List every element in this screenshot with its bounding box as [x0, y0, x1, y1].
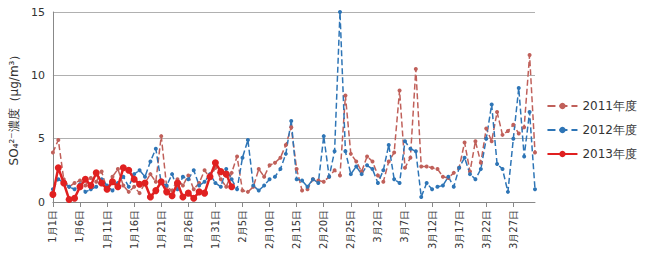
svg-text:SO₄²⁻濃度（μg/m³）: SO₄²⁻濃度（μg/m³）	[7, 49, 21, 166]
svg-text:2011年度: 2011年度	[582, 99, 637, 113]
svg-text:2月5日: 2月5日	[237, 210, 248, 243]
svg-text:1月21日: 1月21日	[156, 210, 167, 249]
svg-text:3月22日: 3月22日	[481, 210, 492, 249]
svg-text:1月16日: 1月16日	[129, 210, 140, 249]
svg-text:5: 5	[38, 132, 45, 145]
svg-text:1月26日: 1月26日	[183, 210, 194, 249]
svg-text:2012年度: 2012年度	[582, 123, 637, 137]
svg-text:10: 10	[31, 69, 45, 82]
svg-text:1月6日: 1月6日	[74, 210, 85, 243]
svg-text:2月25日: 2月25日	[345, 210, 356, 249]
svg-text:2013年度: 2013年度	[582, 147, 637, 161]
svg-text:3月27日: 3月27日	[508, 210, 519, 249]
svg-text:2月15日: 2月15日	[291, 210, 302, 249]
svg-text:3月12日: 3月12日	[427, 210, 438, 249]
svg-text:1月11日: 1月11日	[102, 210, 113, 249]
svg-text:1月1日: 1月1日	[47, 210, 58, 243]
svg-text:3月7日: 3月7日	[399, 210, 410, 243]
svg-text:2月10日: 2月10日	[264, 210, 275, 249]
svg-text:0: 0	[38, 196, 45, 209]
svg-text:1月31日: 1月31日	[210, 210, 221, 249]
svg-text:2月20日: 2月20日	[318, 210, 329, 249]
svg-text:3月2日: 3月2日	[372, 210, 383, 243]
svg-text:3月17日: 3月17日	[454, 210, 465, 249]
svg-text:15: 15	[31, 6, 45, 19]
